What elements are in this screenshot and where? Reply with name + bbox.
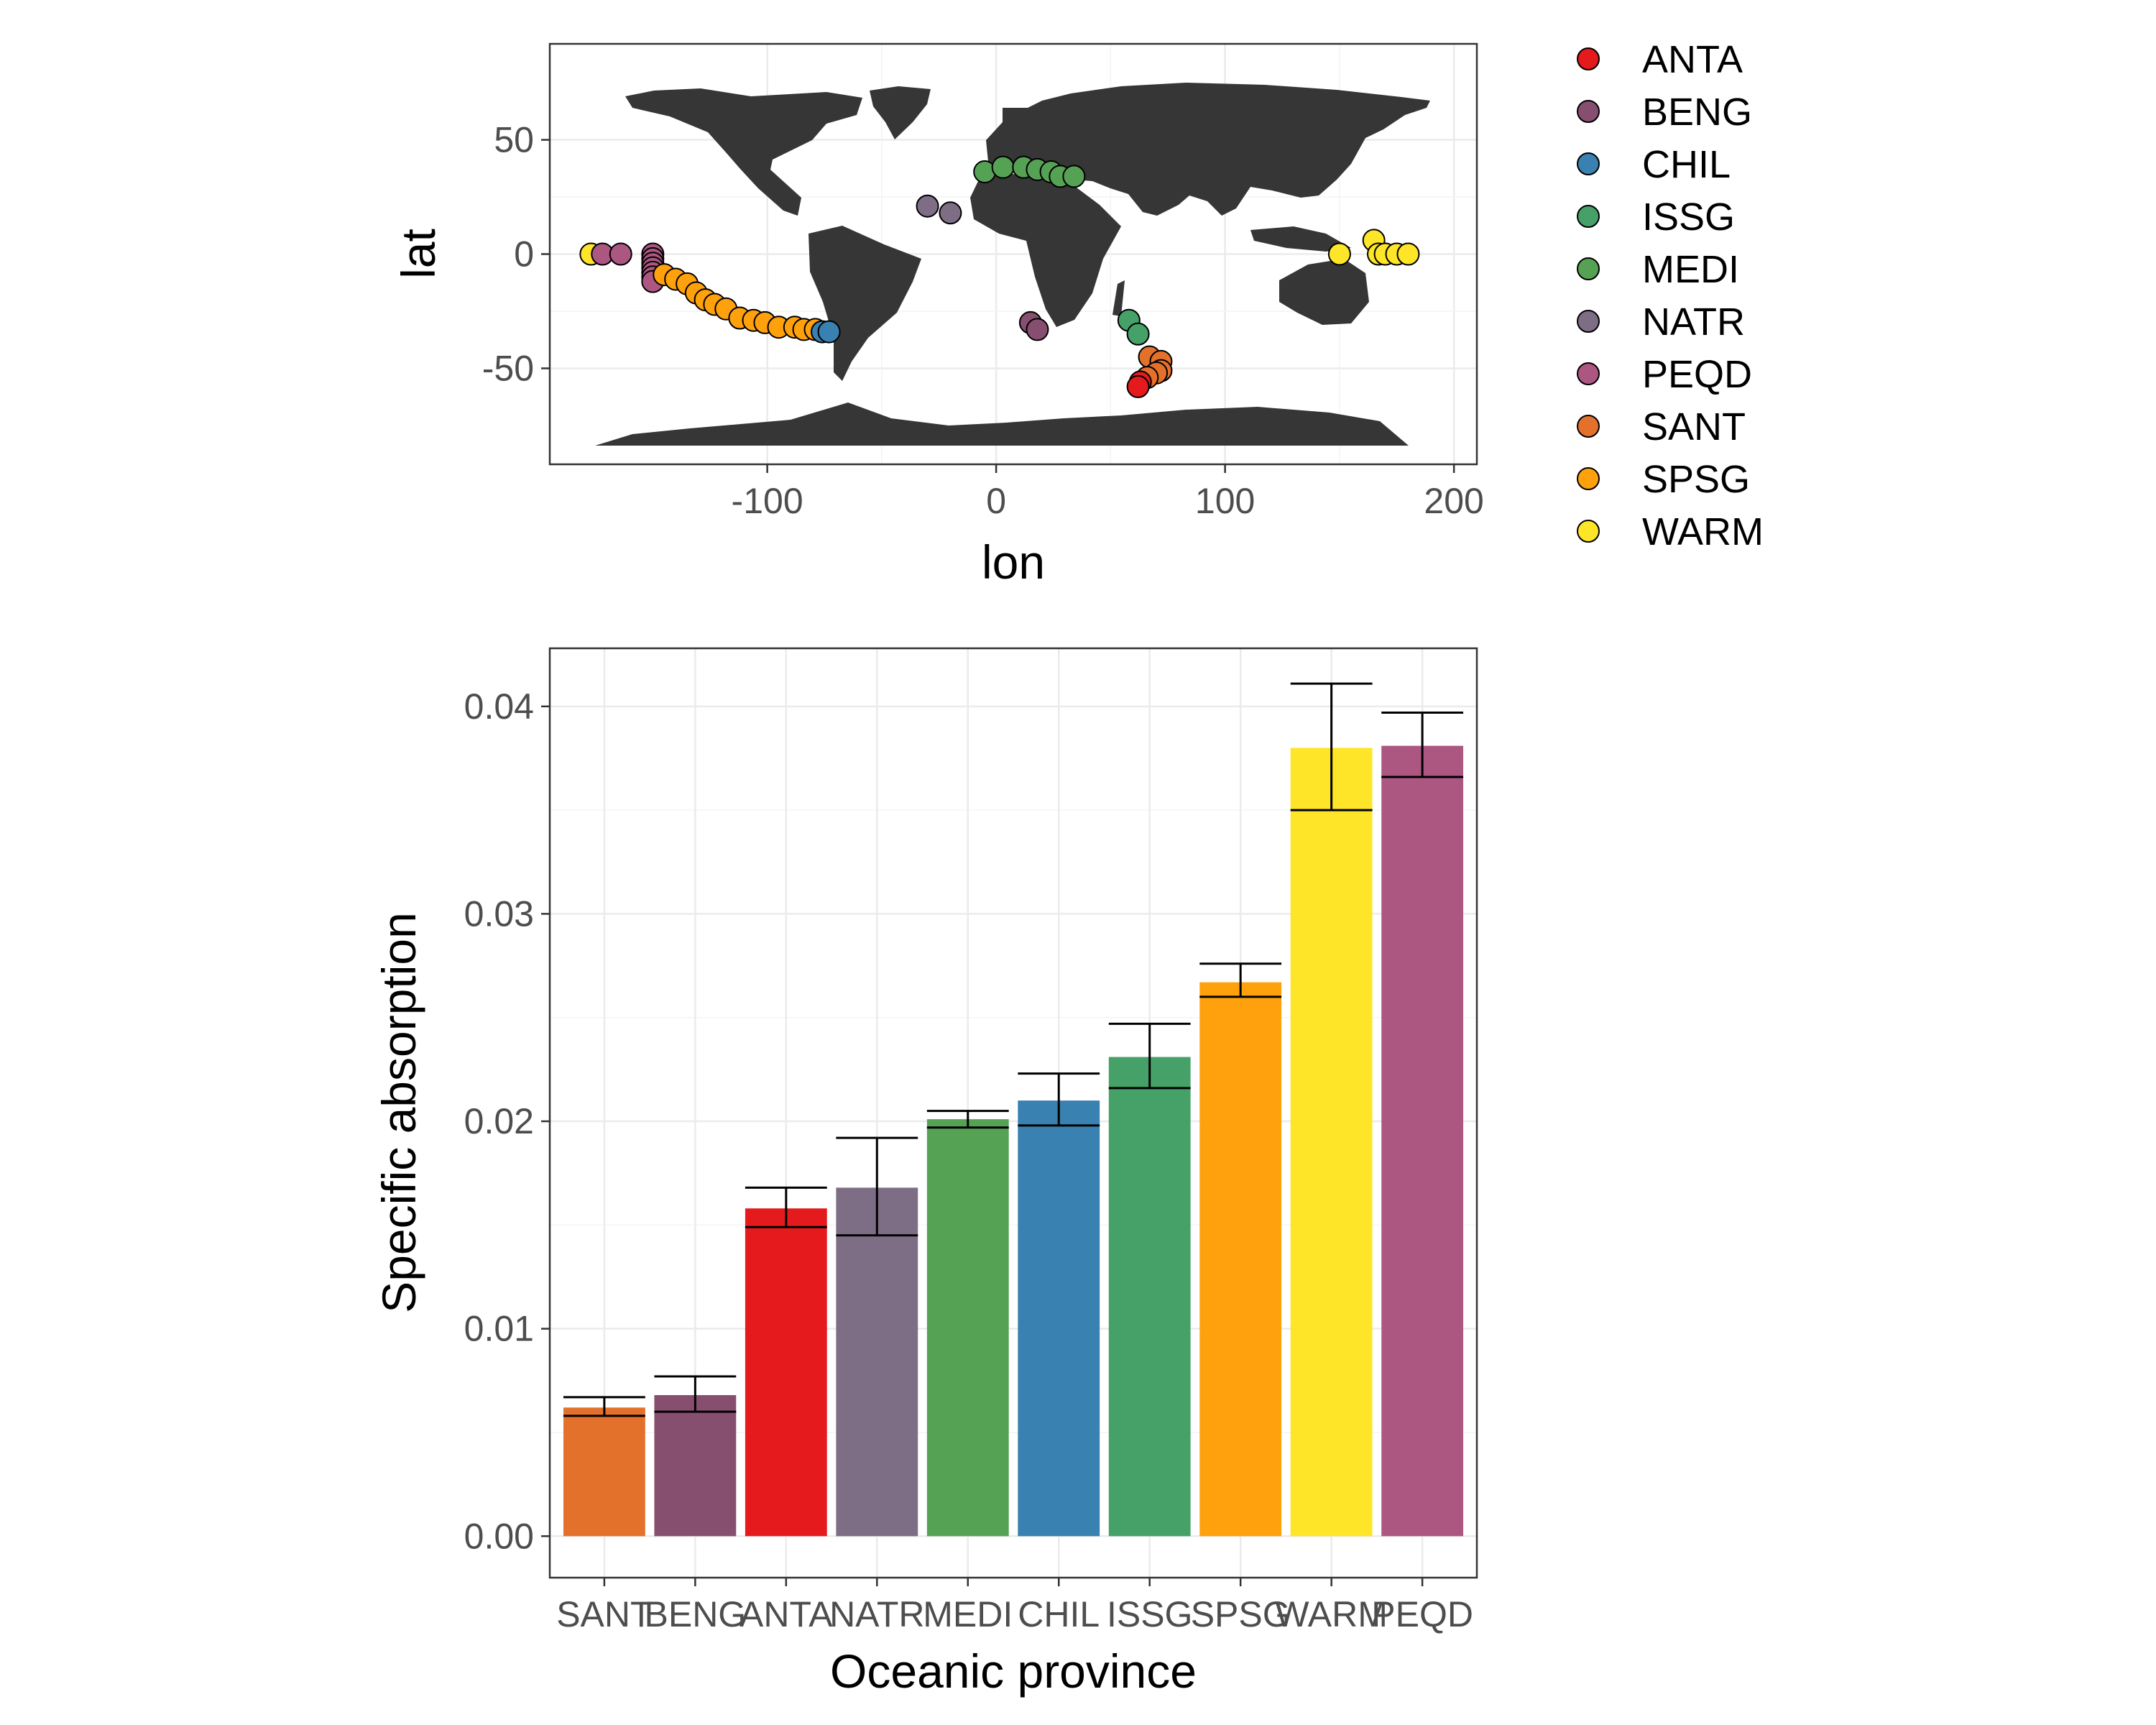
- africa-land: [970, 172, 1121, 327]
- bar-panel: 0.00 0.01 0.02 0.03 0.04 SANTBENGANTANATRMEDI…: [372, 647, 1478, 1698]
- legend-label-sant: SANT: [1642, 405, 1746, 448]
- map-point-medi: [991, 155, 1015, 179]
- legend-label-chil: CHIL: [1642, 143, 1731, 186]
- bar-x-tick-label: NATR: [829, 1594, 924, 1634]
- map-sample-points: [579, 155, 1420, 398]
- bar-issg: [1108, 1057, 1191, 1537]
- bar-warm: [1290, 748, 1373, 1537]
- map-x-axis-title: lon: [982, 535, 1045, 589]
- bar-y-tick-label: 0.04: [464, 686, 534, 727]
- australia-land: [1279, 259, 1369, 325]
- map-point-peqd: [609, 242, 632, 266]
- legend-key-chil: [1577, 152, 1600, 175]
- bar-x-tick-label: SPSG: [1191, 1594, 1291, 1634]
- map-point-anta: [1126, 374, 1150, 398]
- bar-y-tick-label: 0.03: [464, 893, 534, 934]
- south-america-land: [808, 226, 921, 381]
- map-y-tick-label: 50: [494, 120, 534, 160]
- bar-x-tick-label: PEQD: [1371, 1594, 1473, 1634]
- legend-label-issg: ISSG: [1642, 196, 1735, 239]
- error-bars: [563, 682, 1464, 1417]
- bar-panel-border: [548, 647, 1478, 1579]
- legend-key-issg: [1577, 205, 1600, 228]
- bar-y-axis-title: Specific absorption: [372, 912, 425, 1313]
- map-point-medi: [1062, 165, 1086, 188]
- map-x-tick-label: 0: [986, 481, 1006, 521]
- bar-x-tick-label: WARM: [1275, 1594, 1387, 1634]
- bar-spsg: [1199, 982, 1282, 1537]
- bar-chil: [1018, 1100, 1100, 1537]
- legend-label-natr: NATR: [1642, 300, 1745, 344]
- madagascar-land: [1112, 280, 1125, 316]
- bar-sant: [563, 1407, 645, 1537]
- bar-x-tick-label: SANT: [556, 1594, 652, 1634]
- north-america-land: [625, 88, 862, 216]
- map-panel: -100 0 100 200 -50 0 50 lon lat: [392, 42, 1484, 589]
- bar-medi: [926, 1119, 1009, 1537]
- bar-x-tick-label: ISSG: [1107, 1594, 1192, 1634]
- southeast-asia-islands-land: [1250, 226, 1351, 252]
- bar-axis-ticks: 0.00 0.01 0.02 0.03 0.04 SANTBENGANTANATRMEDI…: [464, 686, 1473, 1634]
- map-point-beng: [1026, 318, 1049, 341]
- legend: ANTA BENG CHIL ISSG MEDI NATR PEQD SANT SPSG WARM: [1577, 38, 1764, 553]
- map-y-axis-title: lat: [392, 229, 445, 279]
- legend-label-peqd: PEQD: [1642, 353, 1752, 396]
- legend-label-beng: BENG: [1642, 91, 1752, 134]
- map-x-tick-label: 100: [1195, 481, 1255, 521]
- legend-key-natr: [1577, 310, 1600, 333]
- bar-y-tick-label: 0.00: [464, 1516, 534, 1556]
- map-point-chil: [817, 320, 841, 344]
- antarctica-land: [595, 402, 1409, 446]
- world-landmasses: [595, 83, 1430, 446]
- map-point-issg: [1126, 322, 1150, 346]
- legend-label-warm: WARM: [1642, 510, 1764, 553]
- bar-peqd: [1381, 745, 1464, 1537]
- bar-beng: [654, 1395, 737, 1537]
- legend-label-anta: ANTA: [1642, 38, 1743, 81]
- bar-y-tick-label: 0.02: [464, 1101, 534, 1141]
- map-point-warm: [1396, 242, 1420, 266]
- bar-natr: [836, 1187, 918, 1537]
- bar-anta: [745, 1208, 827, 1537]
- legend-key-medi: [1577, 257, 1600, 280]
- map-point-warm: [1327, 242, 1351, 266]
- map-x-tick-label: -100: [732, 481, 803, 521]
- legend-key-warm: [1577, 520, 1600, 543]
- bar-x-tick-label: CHIL: [1018, 1594, 1100, 1634]
- legend-key-anta: [1577, 47, 1600, 70]
- map-y-tick-label: -50: [482, 348, 534, 388]
- bar-x-tick-label: BENG: [645, 1594, 747, 1634]
- legend-label-medi: MEDI: [1642, 248, 1739, 291]
- map-y-tick-label: 0: [514, 234, 534, 275]
- greenland-land: [870, 86, 931, 139]
- bar-x-axis-title: Oceanic province: [830, 1644, 1197, 1698]
- eurasia-land: [986, 83, 1430, 216]
- bar-x-tick-label: MEDI: [923, 1594, 1013, 1634]
- legend-label-spsg: SPSG: [1642, 458, 1750, 501]
- bar-x-tick-label: ANTA: [740, 1594, 833, 1634]
- legend-key-beng: [1577, 100, 1600, 123]
- bar-y-tick-label: 0.01: [464, 1309, 534, 1349]
- legend-key-sant: [1577, 415, 1600, 438]
- bars: [563, 745, 1464, 1537]
- map-point-natr: [916, 194, 939, 218]
- legend-key-spsg: [1577, 467, 1600, 490]
- map-point-natr: [939, 201, 962, 225]
- map-axis-ticks: -100 0 100 200 -50 0 50: [482, 120, 1484, 521]
- legend-key-peqd: [1577, 362, 1600, 385]
- map-x-tick-label: 200: [1424, 481, 1483, 521]
